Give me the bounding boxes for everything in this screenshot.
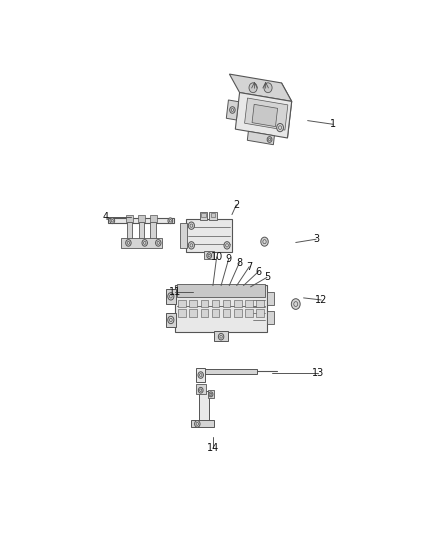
- Bar: [208, 390, 214, 399]
- Circle shape: [291, 298, 300, 309]
- Bar: [150, 215, 157, 222]
- Bar: [166, 312, 176, 327]
- Bar: [196, 368, 205, 382]
- Circle shape: [168, 293, 174, 300]
- Bar: [191, 420, 214, 427]
- Bar: [178, 309, 186, 317]
- Bar: [267, 311, 274, 325]
- Bar: [223, 300, 230, 307]
- Bar: [190, 309, 197, 317]
- Bar: [212, 309, 219, 317]
- Bar: [256, 300, 264, 307]
- Bar: [256, 309, 264, 317]
- Text: 14: 14: [206, 443, 219, 453]
- Bar: [214, 331, 228, 341]
- Circle shape: [264, 83, 272, 93]
- Bar: [204, 251, 214, 260]
- Circle shape: [188, 241, 194, 249]
- Bar: [166, 289, 176, 304]
- Text: 13: 13: [312, 368, 324, 378]
- Bar: [201, 300, 208, 307]
- Bar: [108, 219, 174, 223]
- Bar: [201, 309, 208, 317]
- Circle shape: [207, 253, 212, 259]
- Circle shape: [224, 241, 230, 249]
- Text: 12: 12: [315, 295, 328, 305]
- Circle shape: [230, 107, 235, 113]
- Polygon shape: [247, 131, 275, 144]
- Text: 10: 10: [211, 252, 223, 262]
- Polygon shape: [230, 74, 292, 101]
- Circle shape: [261, 237, 268, 246]
- Bar: [138, 215, 145, 222]
- Text: 8: 8: [237, 257, 243, 268]
- Circle shape: [142, 240, 148, 246]
- Polygon shape: [244, 98, 288, 130]
- Circle shape: [277, 124, 283, 132]
- Bar: [177, 284, 265, 297]
- Text: 1: 1: [330, 119, 336, 130]
- Bar: [175, 285, 267, 332]
- Circle shape: [209, 392, 213, 397]
- Bar: [212, 300, 219, 307]
- Bar: [199, 391, 209, 422]
- Bar: [186, 219, 232, 252]
- Circle shape: [110, 218, 115, 224]
- Bar: [190, 300, 197, 307]
- Circle shape: [168, 218, 173, 224]
- Bar: [127, 222, 132, 241]
- Bar: [234, 309, 241, 317]
- Bar: [201, 213, 206, 217]
- Bar: [180, 223, 187, 248]
- Bar: [121, 238, 162, 248]
- Bar: [245, 300, 253, 307]
- Text: 5: 5: [264, 272, 270, 282]
- Text: 2: 2: [233, 200, 240, 209]
- Text: 4: 4: [102, 212, 109, 222]
- Circle shape: [219, 334, 224, 340]
- Bar: [223, 309, 230, 317]
- Polygon shape: [226, 100, 239, 120]
- Circle shape: [126, 240, 131, 246]
- Circle shape: [168, 316, 174, 324]
- Polygon shape: [235, 93, 292, 138]
- Bar: [196, 384, 206, 393]
- Circle shape: [188, 222, 194, 229]
- Bar: [138, 222, 144, 241]
- Bar: [209, 212, 217, 220]
- Bar: [126, 215, 133, 222]
- Text: 6: 6: [255, 266, 261, 277]
- Polygon shape: [277, 83, 292, 138]
- Text: 9: 9: [226, 254, 232, 264]
- Circle shape: [249, 83, 257, 93]
- Text: 3: 3: [313, 234, 319, 244]
- Bar: [202, 369, 257, 374]
- Bar: [200, 212, 207, 220]
- Polygon shape: [252, 104, 278, 127]
- Circle shape: [155, 240, 161, 246]
- Circle shape: [194, 421, 200, 427]
- Bar: [211, 213, 215, 217]
- Circle shape: [267, 136, 272, 142]
- Circle shape: [198, 387, 203, 393]
- Bar: [178, 300, 186, 307]
- Circle shape: [198, 372, 203, 378]
- Bar: [267, 292, 274, 305]
- Text: 7: 7: [246, 262, 252, 272]
- Bar: [151, 222, 156, 241]
- Bar: [234, 300, 241, 307]
- Bar: [245, 309, 253, 317]
- Text: 11: 11: [169, 287, 181, 297]
